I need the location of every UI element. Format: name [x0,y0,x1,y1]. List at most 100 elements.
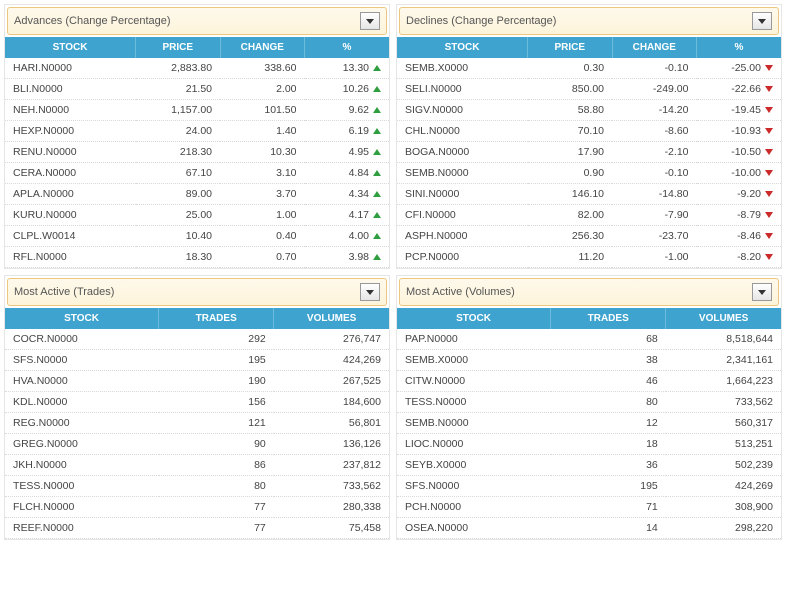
col-trades: TRADES [551,308,666,329]
cell-stock: BOGA.N0000 [397,142,528,163]
cell-change: 1.00 [220,205,304,226]
cell-stock: HARI.N0000 [5,58,136,79]
table-row[interactable]: CITW.N0000461,664,223 [397,371,781,392]
cell-price: 0.90 [528,163,612,184]
cell-price: 89.00 [136,184,220,205]
cell-change: 2.00 [220,79,304,100]
cell-stock: KURU.N0000 [5,205,136,226]
cell-trades: 190 [159,371,274,392]
cell-volumes: 184,600 [274,392,389,413]
cell-volumes: 237,812 [274,455,389,476]
cell-change: -8.60 [612,121,696,142]
cell-volumes: 280,338 [274,497,389,518]
cell-change: -23.70 [612,226,696,247]
chevron-down-icon [366,290,374,295]
cell-change: 338.60 [220,58,304,79]
advances-table: STOCK PRICE CHANGE % HARI.N00002,883.803… [5,37,389,268]
cell-change: -0.10 [612,58,696,79]
table-row[interactable]: TESS.N000080733,562 [5,476,389,497]
table-row[interactable]: HVA.N0000190267,525 [5,371,389,392]
table-row[interactable]: SEYB.X000036502,239 [397,455,781,476]
table-row[interactable]: GREG.N000090136,126 [5,434,389,455]
table-row[interactable]: JKH.N000086237,812 [5,455,389,476]
cell-stock: OSEA.N0000 [397,518,551,539]
triangle-up-icon [373,212,381,218]
advances-dropdown-button[interactable] [360,12,380,30]
cell-trades: 36 [551,455,666,476]
table-row[interactable]: HEXP.N000024.001.406.19 [5,121,389,142]
cell-pct: -10.50 [697,142,782,163]
table-row[interactable]: SIGV.N000058.80-14.20-19.45 [397,100,781,121]
table-row[interactable]: REG.N000012156,801 [5,413,389,434]
cell-trades: 292 [159,329,274,350]
cell-pct: 4.00 [305,226,390,247]
table-row[interactable]: CHL.N000070.10-8.60-10.93 [397,121,781,142]
table-row[interactable]: OSEA.N000014298,220 [397,518,781,539]
table-row[interactable]: NEH.N00001,157.00101.509.62 [5,100,389,121]
cell-change: 0.40 [220,226,304,247]
table-row[interactable]: SEMB.N00000.90-0.10-10.00 [397,163,781,184]
table-row[interactable]: SEMB.N000012560,317 [397,413,781,434]
table-row[interactable]: REEF.N00007775,458 [5,518,389,539]
cell-stock: SEMB.N0000 [397,163,528,184]
table-row[interactable]: HARI.N00002,883.80338.6013.30 [5,58,389,79]
cell-price: 10.40 [136,226,220,247]
col-volumes: VOLUMES [666,308,781,329]
cell-stock: CHL.N0000 [397,121,528,142]
cell-trades: 71 [551,497,666,518]
cell-volumes: 733,562 [274,476,389,497]
table-row[interactable]: PCH.N000071308,900 [397,497,781,518]
cell-stock: SEMB.X0000 [397,58,528,79]
table-row[interactable]: LIOC.N000018513,251 [397,434,781,455]
table-row[interactable]: RFL.N000018.300.703.98 [5,247,389,268]
table-row[interactable]: CLPL.W001410.400.404.00 [5,226,389,247]
table-row[interactable]: APLA.N000089.003.704.34 [5,184,389,205]
table-row[interactable]: FLCH.N000077280,338 [5,497,389,518]
cell-stock: KDL.N0000 [5,392,159,413]
cell-stock: PCH.N0000 [397,497,551,518]
table-row[interactable]: SINI.N0000146.10-14.80-9.20 [397,184,781,205]
cell-change: 10.30 [220,142,304,163]
volumes-dropdown-button[interactable] [752,283,772,301]
cell-change: -14.80 [612,184,696,205]
table-row[interactable]: BOGA.N000017.90-2.10-10.50 [397,142,781,163]
table-row[interactable]: RENU.N0000218.3010.304.95 [5,142,389,163]
cell-stock: SFS.N0000 [5,350,159,371]
table-row[interactable]: CERA.N000067.103.104.84 [5,163,389,184]
cell-stock: RFL.N0000 [5,247,136,268]
cell-volumes: 733,562 [666,392,781,413]
volumes-header: Most Active (Volumes) [399,278,779,306]
trades-table: STOCK TRADES VOLUMES COCR.N0000292276,74… [5,308,389,539]
cell-stock: COCR.N0000 [5,329,159,350]
cell-pct: 10.26 [305,79,390,100]
table-row[interactable]: BLI.N000021.502.0010.26 [5,79,389,100]
table-row[interactable]: PAP.N0000688,518,644 [397,329,781,350]
cell-stock: SELI.N0000 [397,79,528,100]
cell-stock: SIGV.N0000 [397,100,528,121]
table-row[interactable]: SEMB.X00000.30-0.10-25.00 [397,58,781,79]
declines-dropdown-button[interactable] [752,12,772,30]
cell-stock: PCP.N0000 [397,247,528,268]
cell-trades: 38 [551,350,666,371]
triangle-up-icon [373,191,381,197]
cell-stock: SEYB.X0000 [397,455,551,476]
trades-dropdown-button[interactable] [360,283,380,301]
cell-volumes: 513,251 [666,434,781,455]
table-row[interactable]: SEMB.X0000382,341,161 [397,350,781,371]
table-row[interactable]: KDL.N0000156184,600 [5,392,389,413]
table-row[interactable]: ASPH.N0000256.30-23.70-8.46 [397,226,781,247]
col-change: CHANGE [220,37,304,58]
cell-volumes: 424,269 [274,350,389,371]
cell-price: 25.00 [136,205,220,226]
cell-pct: -25.00 [697,58,782,79]
table-row[interactable]: PCP.N000011.20-1.00-8.20 [397,247,781,268]
cell-pct: 4.34 [305,184,390,205]
table-row[interactable]: TESS.N000080733,562 [397,392,781,413]
cell-trades: 121 [159,413,274,434]
table-row[interactable]: SFS.N0000195424,269 [5,350,389,371]
table-row[interactable]: SELI.N0000850.00-249.00-22.66 [397,79,781,100]
table-row[interactable]: COCR.N0000292276,747 [5,329,389,350]
table-row[interactable]: SFS.N0000195424,269 [397,476,781,497]
table-row[interactable]: KURU.N000025.001.004.17 [5,205,389,226]
table-row[interactable]: CFI.N000082.00-7.90-8.79 [397,205,781,226]
